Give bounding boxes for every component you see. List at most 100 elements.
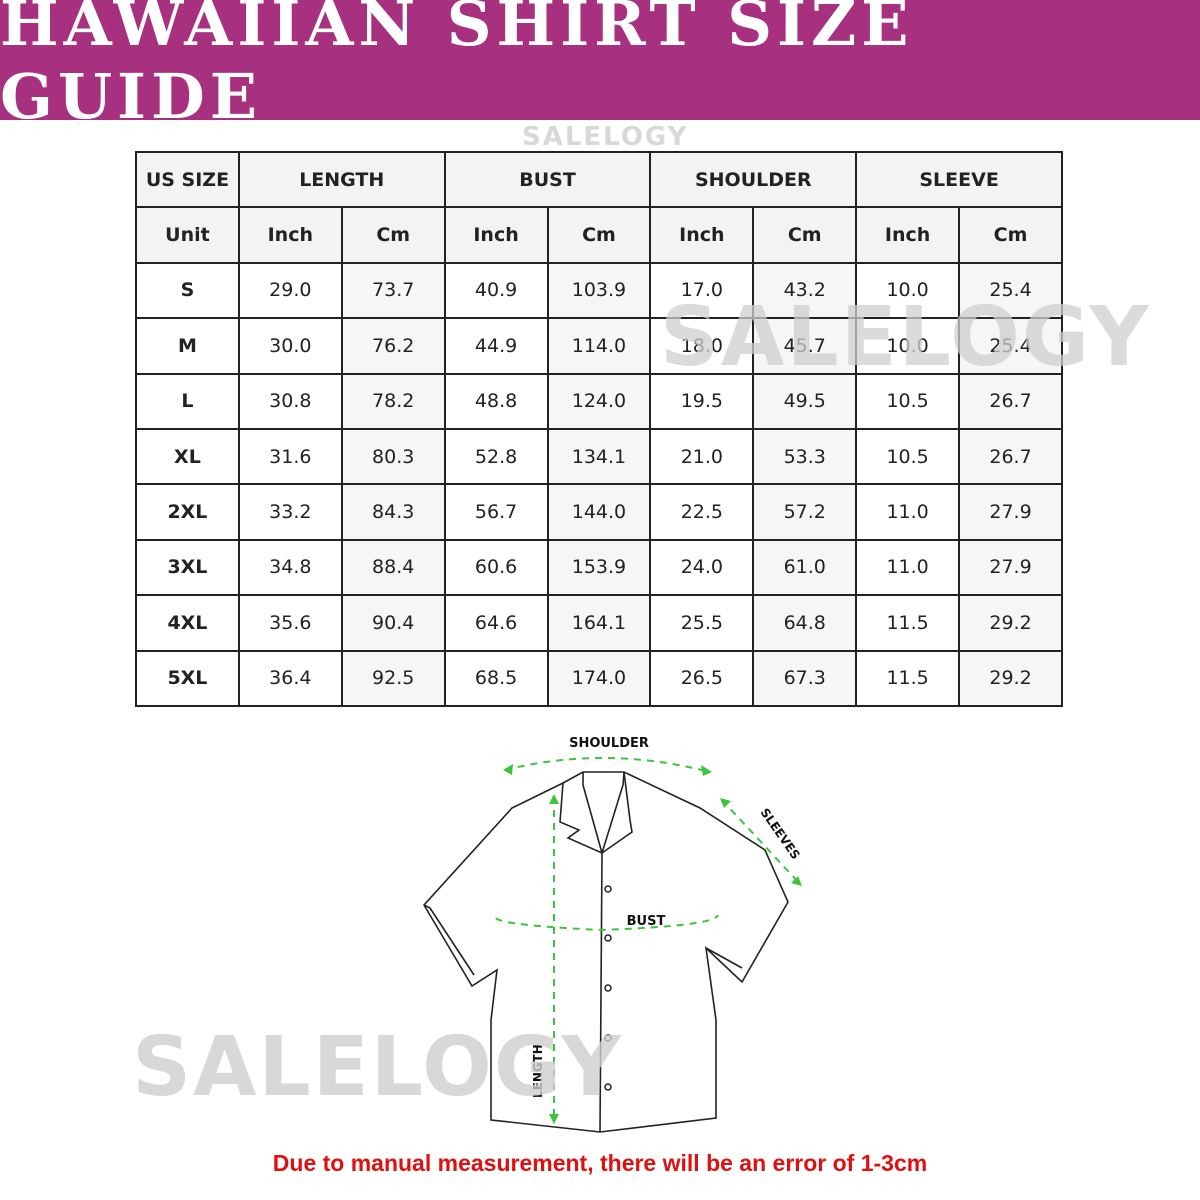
value-cell: 40.9 (443, 261, 549, 320)
bust-label: BUST (627, 914, 666, 929)
value-cell: 10.5 (855, 427, 961, 486)
unit-cell: Cm (958, 206, 1063, 264)
value-cell: 11.5 (855, 649, 961, 707)
table-row: M 30.0 76.2 44.9 114.0 18.0 45.7 10.0 25.4 (135, 317, 1063, 375)
table-row: 3XL 34.8 88.4 60.6 153.9 24.0 61.0 11.0 27.9 (135, 538, 1063, 597)
value-cell: 29.0 (237, 261, 343, 320)
value-cell: 64.8 (752, 594, 858, 652)
size-cell: XL (135, 427, 240, 486)
table-row: L 30.8 78.2 48.8 124.0 19.5 49.5 10.5 26.7 (135, 372, 1063, 430)
shirt-outline (423, 771, 789, 1133)
value-cell: 43.2 (752, 261, 858, 320)
value-cell: 56.7 (443, 483, 549, 541)
unit-cell: Cm (546, 206, 652, 264)
sleeve-arrow (721, 799, 801, 885)
header-length: LENGTH (237, 150, 446, 209)
page-title: HAWAIIAN SHIRT SIZE GUIDE (0, 0, 914, 133)
shoulder-label: SHOULDER (569, 736, 649, 751)
value-cell: 73.7 (340, 261, 446, 320)
unit-cell: Cm (752, 206, 858, 264)
value-cell: 144.0 (546, 483, 652, 541)
value-cell: 24.0 (649, 538, 755, 597)
value-cell: 21.0 (649, 427, 755, 486)
value-cell: 153.9 (546, 538, 652, 597)
value-cell: 64.6 (443, 594, 549, 652)
value-cell: 92.5 (340, 649, 446, 707)
value-cell: 84.3 (340, 483, 446, 541)
value-cell: 25.4 (958, 317, 1063, 375)
unit-cell: Inch (855, 206, 961, 264)
value-cell: 29.2 (958, 594, 1063, 652)
bust-arrow (495, 914, 719, 932)
value-cell: 68.5 (443, 649, 549, 707)
value-cell: 124.0 (546, 372, 652, 430)
value-cell: 26.5 (649, 649, 755, 707)
shoulder-arrow (504, 756, 711, 773)
unit-cell: Unit (135, 206, 240, 264)
value-cell: 103.9 (546, 261, 652, 320)
value-cell: 57.2 (752, 483, 858, 541)
table-row: 4XL 35.6 90.4 64.6 164.1 25.5 64.8 11.5 29.2 (135, 594, 1063, 652)
value-cell: 67.3 (752, 649, 858, 707)
title-banner: HAWAIIAN SHIRT SIZE GUIDE (0, 0, 1200, 133)
size-cell: 5XL (135, 649, 240, 707)
value-cell: 76.2 (340, 317, 446, 375)
value-cell: 90.4 (340, 594, 446, 652)
value-cell: 22.5 (649, 483, 755, 541)
size-table: US SIZE LENGTH BUST SHOULDER SLEEVE Unit… (135, 150, 1063, 707)
value-cell: 52.8 (443, 427, 549, 486)
value-cell: 114.0 (546, 317, 652, 375)
value-cell: 11.0 (855, 483, 961, 541)
size-cell: S (135, 261, 240, 320)
value-cell: 61.0 (752, 538, 858, 597)
value-cell: 25.5 (649, 594, 755, 652)
value-cell: 174.0 (546, 649, 652, 707)
value-cell: 80.3 (340, 427, 446, 486)
unit-cell: Inch (443, 206, 549, 264)
watermark: SALELOGY (660, 290, 1151, 385)
size-cell: M (135, 317, 240, 375)
value-cell: 134.1 (546, 427, 652, 486)
value-cell: 18.0 (649, 317, 755, 375)
value-cell: 26.7 (958, 372, 1063, 430)
value-cell: 88.4 (340, 538, 446, 597)
value-cell: 45.7 (752, 317, 858, 375)
buttons (604, 885, 612, 1091)
value-cell: 10.0 (855, 261, 961, 320)
unit-cell: Inch (237, 206, 343, 264)
value-cell: 11.5 (855, 594, 961, 652)
watermark: SALELOGY (132, 1020, 623, 1115)
value-cell: 29.2 (958, 649, 1063, 707)
value-cell: 17.0 (649, 261, 755, 320)
header-sleeve: SLEEVE (855, 150, 1063, 209)
value-cell: 30.0 (237, 317, 343, 375)
watermark: SALELOGY (522, 122, 689, 152)
size-cell: 2XL (135, 483, 240, 541)
value-cell: 35.6 (237, 594, 343, 652)
length-label: LENGTH (531, 1044, 545, 1098)
value-cell: 53.3 (752, 427, 858, 486)
value-cell: 19.5 (649, 372, 755, 430)
value-cell: 31.6 (237, 427, 343, 486)
value-cell: 27.9 (958, 483, 1063, 541)
value-cell: 78.2 (340, 372, 446, 430)
unit-cell: Cm (340, 206, 446, 264)
measurement-note: Due to manual measurement, there will be… (272, 1150, 928, 1176)
arrow-heads (503, 764, 802, 1124)
value-cell: 10.5 (855, 372, 961, 430)
unit-row: Unit Inch Cm Inch Cm Inch Cm Inch Cm (135, 206, 1063, 264)
sleeves-label: SLEEVES (758, 806, 803, 862)
header-shoulder: SHOULDER (649, 150, 858, 209)
size-cell: 3XL (135, 538, 240, 597)
value-cell: 60.6 (443, 538, 549, 597)
unit-cell: Inch (649, 206, 755, 264)
size-cell: L (135, 372, 240, 430)
value-cell: 44.9 (443, 317, 549, 375)
value-cell: 48.8 (443, 372, 549, 430)
value-cell: 34.8 (237, 538, 343, 597)
value-cell: 49.5 (752, 372, 858, 430)
value-cell: 26.7 (958, 427, 1063, 486)
value-cell: 33.2 (237, 483, 343, 541)
header-us-size: US SIZE (135, 150, 240, 209)
